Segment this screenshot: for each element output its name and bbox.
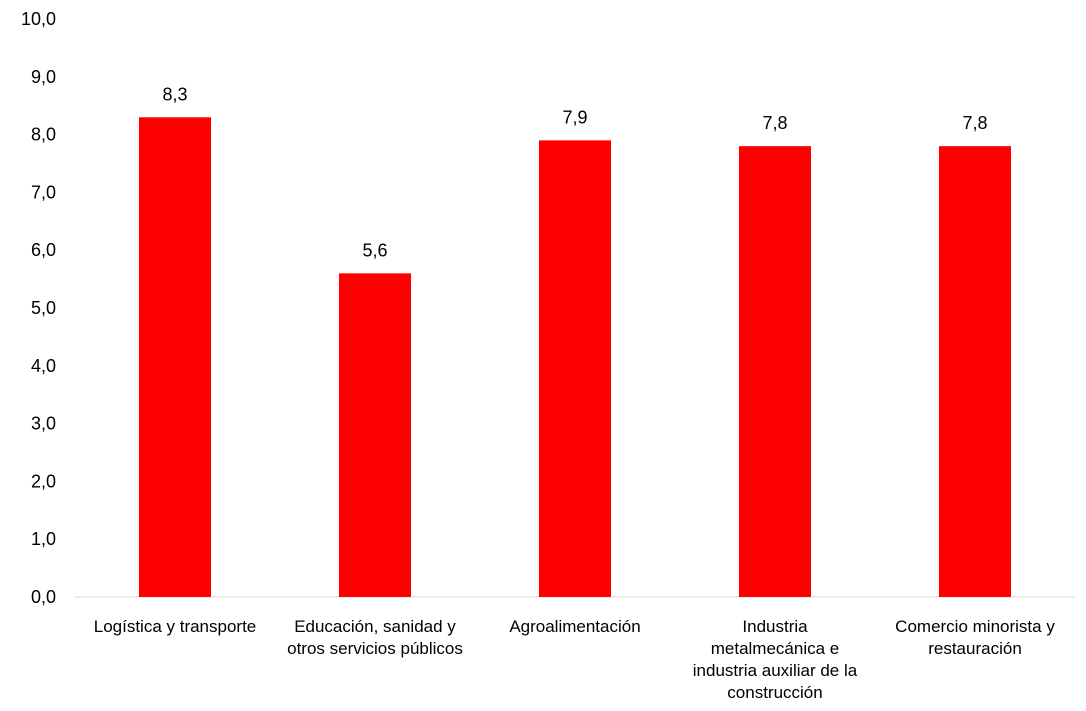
data-label: 7,8 <box>762 113 787 133</box>
category-label: Comercio minorista y restauración <box>895 617 1055 658</box>
y-tick-label: 1,0 <box>31 529 56 549</box>
category-label-line: restauración <box>928 639 1022 658</box>
y-tick-label: 7,0 <box>31 182 56 202</box>
category-label: Industria metalmecánica e industria auxili… <box>693 617 858 702</box>
y-tick-label: 3,0 <box>31 414 56 434</box>
y-tick-label: 9,0 <box>31 67 56 87</box>
y-tick-label: 0,0 <box>31 587 56 607</box>
y-tick-label: 10,0 <box>21 9 56 29</box>
category-label-line: industria auxiliar de la <box>693 661 858 680</box>
bar <box>739 146 811 597</box>
category-label: Logística y transporte <box>94 617 257 636</box>
bars <box>139 117 1011 597</box>
data-label: 5,6 <box>362 240 387 260</box>
data-label: 7,9 <box>562 107 587 127</box>
category-label-line: otros servicios públicos <box>287 639 463 658</box>
y-tick-label: 6,0 <box>31 240 56 260</box>
category-label-line: Agroalimentación <box>509 617 640 636</box>
y-tick-label: 5,0 <box>31 298 56 318</box>
y-axis: 0,0 1,0 2,0 3,0 4,0 5,0 6,0 7,0 8,0 9,0 10,0 <box>21 9 56 607</box>
bar <box>139 117 211 597</box>
data-label: 8,3 <box>162 84 187 104</box>
category-label-line: Educación, sanidad y <box>294 617 456 636</box>
y-tick-label: 8,0 <box>31 125 56 145</box>
category-label-line: Logística y transporte <box>94 617 257 636</box>
category-label: Educación, sanidad y otros servicios públ… <box>287 617 463 658</box>
category-label-line: construcción <box>727 683 822 702</box>
bar <box>339 273 411 597</box>
data-label: 7,8 <box>962 113 987 133</box>
category-label-line: metalmecánica e <box>711 639 840 658</box>
data-labels: 8,3 5,6 7,9 7,8 7,8 <box>162 84 987 260</box>
y-tick-label: 2,0 <box>31 471 56 491</box>
category-label-line: Industria <box>742 617 808 636</box>
bar <box>539 140 611 597</box>
category-label: Agroalimentación <box>509 617 640 636</box>
bar <box>939 146 1011 597</box>
category-labels: Logística y transporte Educación, sanidad… <box>94 617 1056 702</box>
y-tick-label: 4,0 <box>31 356 56 376</box>
category-label-line: Comercio minorista y <box>895 617 1055 636</box>
